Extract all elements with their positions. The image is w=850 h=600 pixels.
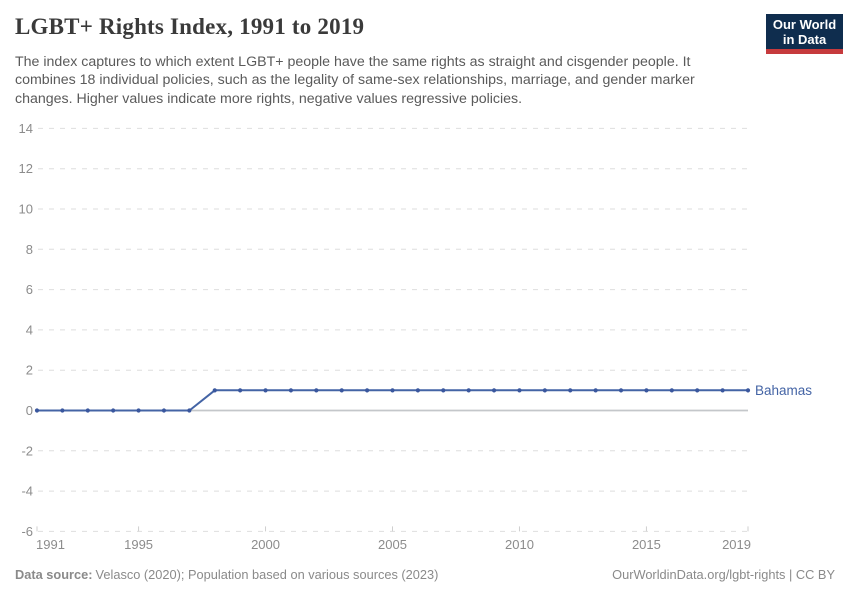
subtitle-line: The index captures to which extent LGBT+… xyxy=(15,54,691,70)
logo-line-2: in Data xyxy=(782,32,827,47)
data-point xyxy=(136,408,141,413)
series-label: Bahamas xyxy=(755,383,812,398)
credit-link: OurWorldinData.org/lgbt-rights | CC BY xyxy=(612,567,835,582)
data-point xyxy=(669,388,674,393)
page-title: LGBT+ Rights Index, 1991 to 2019 xyxy=(15,14,365,39)
y-tick-label: -6 xyxy=(21,524,33,539)
y-tick-label: 12 xyxy=(19,161,33,176)
subtitle-line: combines 18 individual policies, such as… xyxy=(15,72,695,89)
y-tick-label: 6 xyxy=(26,282,33,297)
data-source-label: Data source: xyxy=(15,567,93,582)
data-point xyxy=(745,388,751,393)
subtitle-line: changes. Higher values indicate more rig… xyxy=(15,90,523,107)
x-tick-label: 2019 xyxy=(722,537,751,552)
owid-logo: Our World in Data xyxy=(766,14,843,54)
y-tick-label: 0 xyxy=(26,403,33,418)
y-tick-label: 8 xyxy=(26,242,33,257)
data-point xyxy=(161,408,167,413)
y-tick-label: 2 xyxy=(26,363,33,378)
data-point xyxy=(390,388,395,393)
data-point xyxy=(695,388,700,393)
data-point xyxy=(365,388,370,393)
chart-subtitle: The index captures to which extent LGBT+… xyxy=(15,53,695,108)
data-point xyxy=(441,388,446,393)
data-point xyxy=(238,388,243,393)
data-point xyxy=(593,388,598,393)
data-point xyxy=(111,408,116,413)
data-point xyxy=(415,388,420,393)
x-tick-label: 2015 xyxy=(632,537,661,552)
y-tick-label: -4 xyxy=(21,484,33,499)
data-point xyxy=(491,388,497,393)
data-point xyxy=(568,388,573,393)
x-tick-label: 2005 xyxy=(378,537,407,552)
data-point xyxy=(339,388,344,393)
data-source: Data source: Velasco (2020); Population b… xyxy=(15,567,438,582)
data-point xyxy=(288,388,294,393)
data-line xyxy=(36,389,749,412)
data-point xyxy=(542,388,547,393)
data-point xyxy=(644,388,649,393)
data-point xyxy=(212,388,217,393)
data-point xyxy=(466,388,471,393)
data-point xyxy=(517,388,522,393)
data-point xyxy=(34,408,40,413)
x-tick-label: 1995 xyxy=(124,537,153,552)
logo-line-1: Our World xyxy=(772,17,837,32)
y-tick-label: 10 xyxy=(19,202,33,217)
y-tick-label: 14 xyxy=(19,121,33,136)
data-point xyxy=(60,408,65,413)
y-tick-label: -2 xyxy=(21,443,33,458)
data-point xyxy=(720,388,725,393)
x-tick-label: 2000 xyxy=(251,537,280,552)
data-point xyxy=(85,408,90,413)
data-point xyxy=(314,388,319,393)
x-tick-label: 2010 xyxy=(505,537,534,552)
data-point xyxy=(618,388,624,393)
data-point xyxy=(187,408,192,413)
data-point xyxy=(263,388,268,393)
data-source-text: Velasco (2020); Population based on vari… xyxy=(95,567,439,582)
y-tick-label: 4 xyxy=(26,322,33,337)
x-tick-label: 1991 xyxy=(36,537,65,552)
